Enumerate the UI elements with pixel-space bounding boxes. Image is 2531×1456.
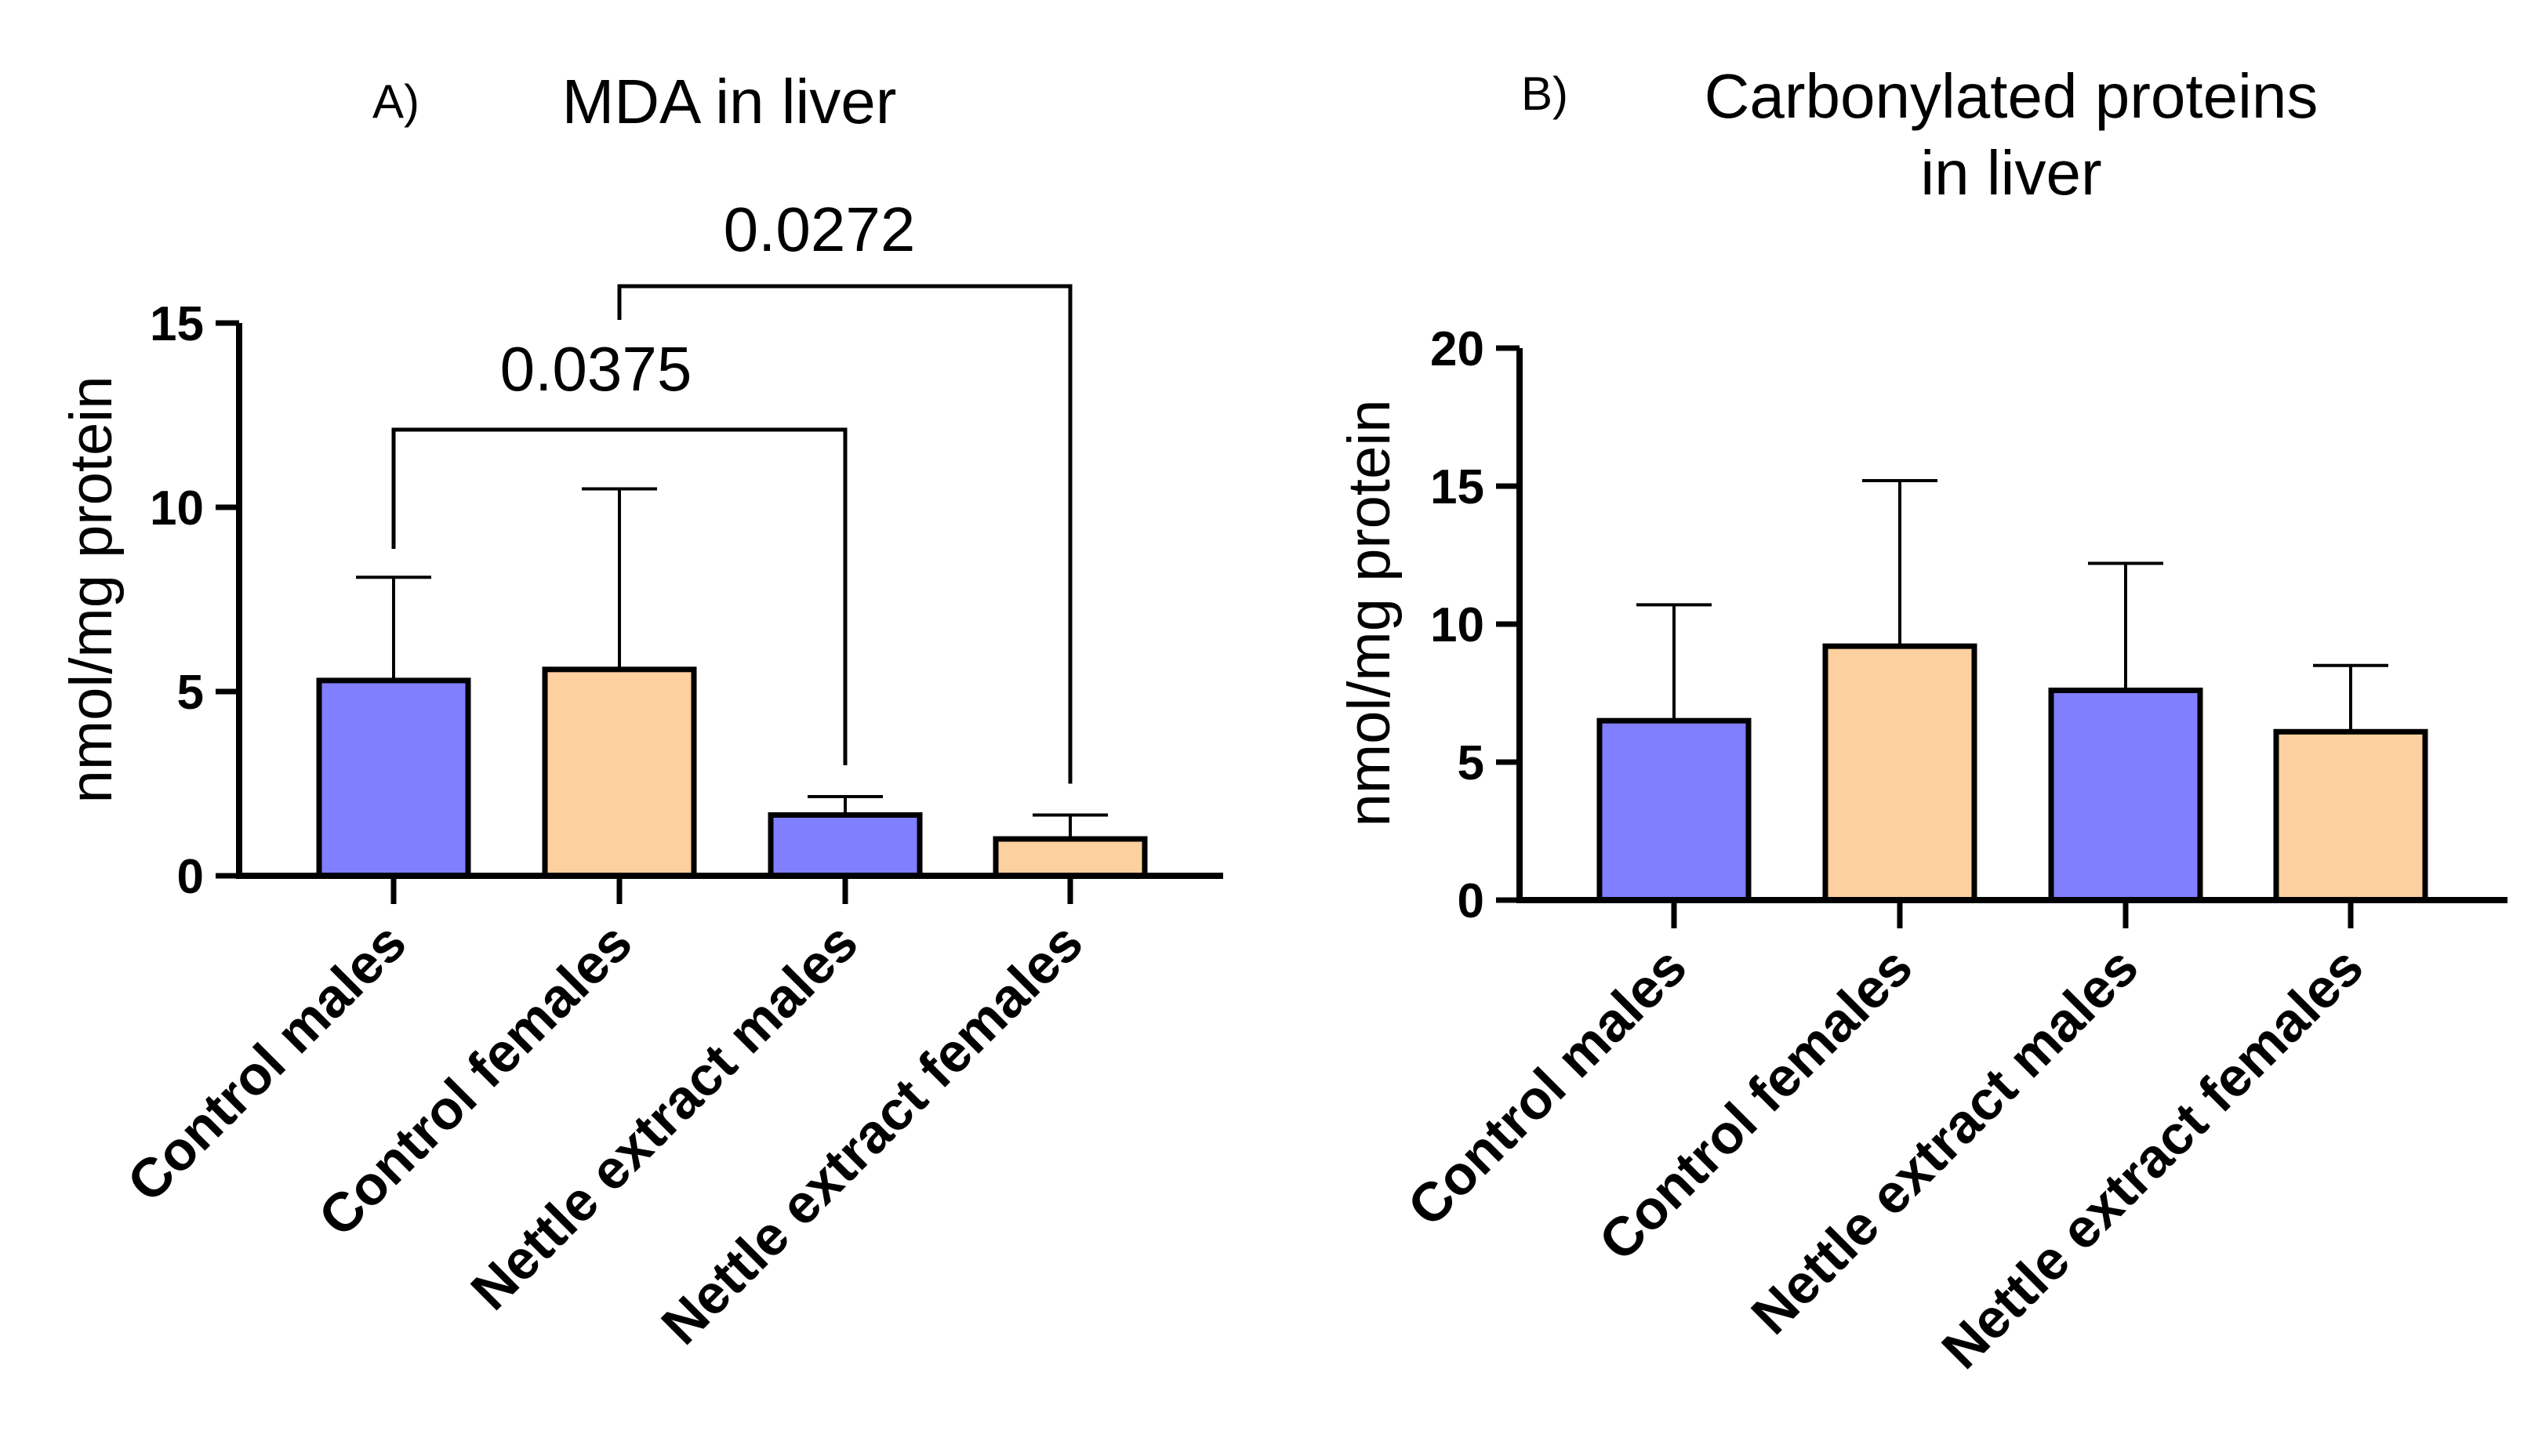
panel-a-category-label-4: Nettle extract females xyxy=(650,911,1095,1356)
panel-a-y-tick-label-0: 0 xyxy=(177,850,204,904)
panel-a-significance-label-1: 0.0375 xyxy=(500,334,692,404)
panel-b-y-axis-label: nmol/mg protein xyxy=(1336,400,1403,827)
panel-a-y-axis-label: nmol/mg protein xyxy=(58,376,125,804)
panel-a-letter: A) xyxy=(372,75,419,128)
panel-a-bar-2 xyxy=(542,666,697,879)
panel-b-y-tick-label-10: 10 xyxy=(1430,598,1484,652)
panel-b-letter: B) xyxy=(1521,67,1568,120)
panel-b-category-label-4: Nettle extract females xyxy=(1930,935,2375,1380)
panel-b-y-tick-label-5: 5 xyxy=(1458,736,1484,790)
panel-a-significance-bracket-1 xyxy=(391,427,848,765)
panel-b-bar-4 xyxy=(2273,728,2428,903)
panel-b-y-tick-label-15: 15 xyxy=(1430,460,1484,514)
panel-b-title-line-1: Carbonylated proteins xyxy=(1705,61,2319,131)
panel-b-bar-1 xyxy=(1596,717,1752,903)
panel-a-bar-1 xyxy=(316,677,471,879)
panel-a-y-tick-label-15: 15 xyxy=(150,297,204,351)
panel-a-significance-label-2: 0.0272 xyxy=(724,194,916,264)
panel-b-carbonylated-chart: B) Carbonylated proteins in liver nmol/m… xyxy=(1336,61,2507,1380)
panel-a-category-label-3: Nettle extract males xyxy=(459,911,870,1321)
panel-a-title: MDA in liver xyxy=(562,67,897,136)
panel-b-bar-2 xyxy=(1822,643,1977,903)
panel-a-bar-3 xyxy=(768,812,923,879)
panel-a-mda-chart: A) MDA in liver nmol/mg protein 051015Co… xyxy=(58,67,1223,1356)
panel-a-y-tick-label-10: 10 xyxy=(150,481,204,536)
panel-b-y-tick-label-0: 0 xyxy=(1458,874,1484,928)
panel-b-bar-3 xyxy=(2048,687,2203,903)
panel-b-y-tick-label-20: 20 xyxy=(1430,322,1484,376)
panel-b-title-line-2: in liver xyxy=(1920,138,2101,208)
panel-a-significance-bracket-2 xyxy=(617,284,1073,784)
panel-b-category-label-3: Nettle extract males xyxy=(1740,935,2150,1345)
panel-a-y-tick-label-5: 5 xyxy=(177,666,204,720)
panel-a-bar-4 xyxy=(993,836,1148,879)
